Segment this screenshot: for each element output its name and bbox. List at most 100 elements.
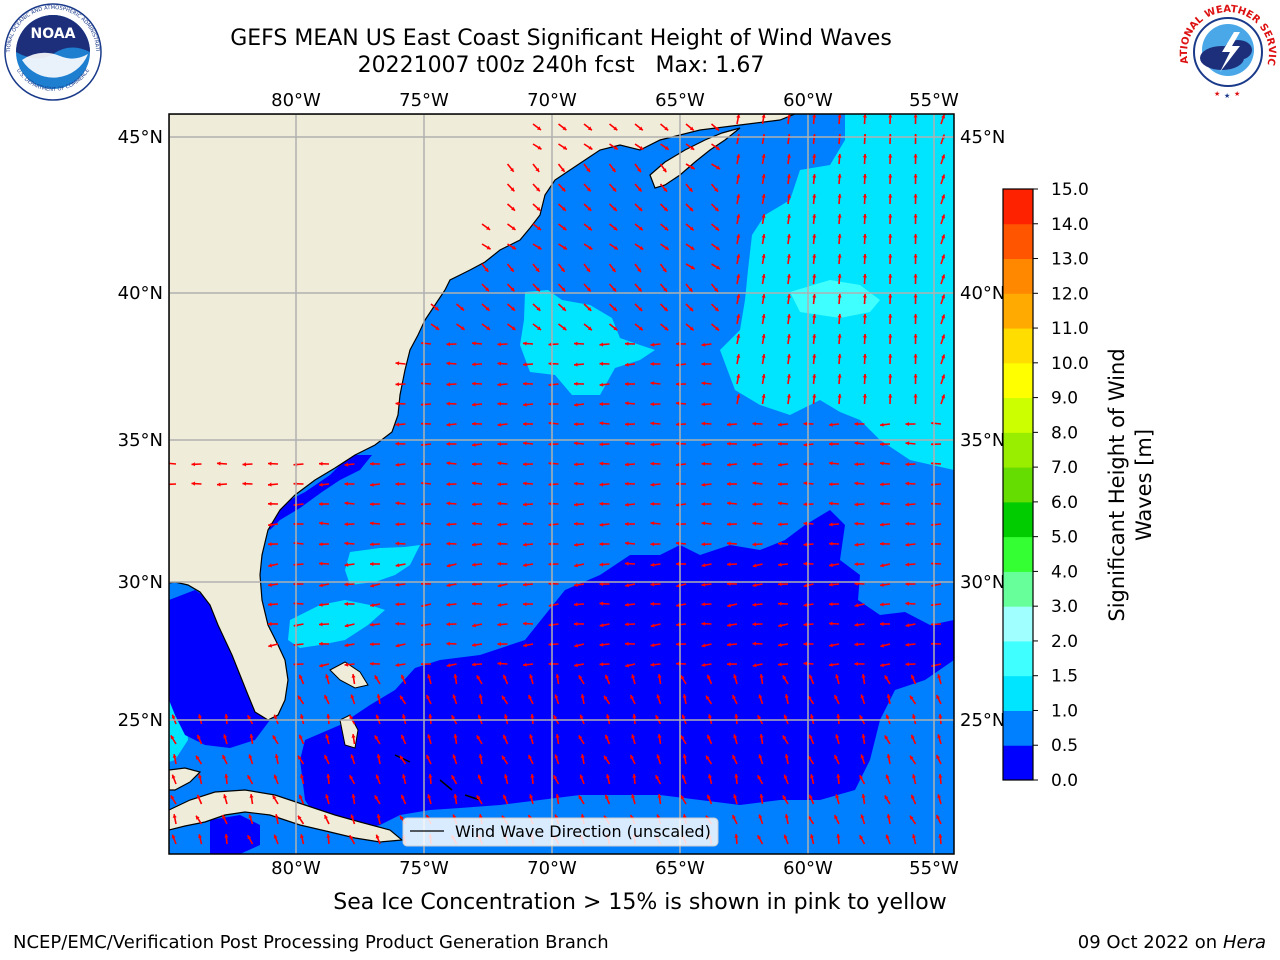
wave-direction-arrowhead: [707, 794, 711, 799]
wave-direction-arrowhead: [427, 674, 432, 679]
wave-direction-arrowhead: [859, 715, 864, 720]
wave-direction-arrowhead: [401, 794, 405, 799]
colorbar-swatch: [1003, 675, 1033, 711]
wave-direction-arrowhead: [587, 326, 592, 331]
wave-direction-arrowhead: [913, 294, 918, 298]
wave-direction-arrowhead: [536, 187, 540, 192]
land-north-america: [169, 114, 796, 721]
wave-direction-arrowhead: [854, 622, 859, 627]
wave-direction-arrowhead: [503, 794, 507, 799]
wave-direction-arrowhead: [497, 442, 501, 447]
wave-direction-arrowhead: [701, 662, 706, 667]
wave-direction-arrowhead: [588, 245, 593, 250]
wave-direction-arrowhead: [319, 521, 323, 526]
wave-direction-arrowhead: [613, 326, 618, 331]
wave-direction-arrowhead: [650, 402, 654, 407]
wave-direction-arrowhead: [913, 214, 918, 218]
wave-direction-arrowhead: [812, 394, 817, 398]
wave-direction-arrowhead: [574, 663, 578, 668]
land-yucatan: [169, 767, 202, 791]
wave-direction-arrowhead: [574, 402, 578, 407]
wave-direction-arrowhead: [716, 165, 721, 170]
land-nova-scotia: [649, 127, 741, 189]
wave-direction-arrowhead: [662, 268, 667, 273]
wave-direction-arrowhead: [446, 663, 451, 668]
wave-direction-arrowhead: [782, 675, 787, 680]
footer-date: 09 Oct 2022 on Hera: [1077, 932, 1266, 953]
wave-direction-arrowhead: [689, 326, 694, 331]
wave-direction-arrowhead: [736, 334, 741, 338]
wave-direction-arrowhead: [676, 481, 680, 486]
wave-direction-arrowhead: [786, 194, 791, 198]
wave-direction-arrowhead: [537, 145, 542, 150]
wave-direction-arrowhead: [427, 794, 432, 799]
wave-direction-arrowhead: [803, 542, 808, 547]
wave-direction-arrowhead: [701, 442, 706, 447]
wave-direction-arrowhead: [706, 695, 710, 700]
wave-direction-arrowhead: [941, 194, 946, 199]
wave-direction-arrowhead: [586, 168, 590, 172]
wave-direction-arrowhead: [395, 361, 400, 366]
wave-direction-arrowhead: [803, 622, 808, 627]
wave-direction-arrowhead: [778, 422, 782, 427]
wave-direction-arrowhead: [905, 642, 910, 647]
wave-direction-arrowhead: [650, 601, 654, 606]
map-title-line2: 20221007 t00z 240h fcst Max: 1.67: [357, 53, 765, 78]
wave-direction-arrowhead: [625, 481, 629, 486]
wave-direction-arrowhead: [625, 362, 629, 367]
wave-direction-arrowhead: [446, 361, 451, 366]
wave-direction-arrowhead: [812, 374, 817, 378]
wave-direction-arrowhead: [650, 562, 655, 567]
wave-direction-arrowhead: [562, 226, 567, 231]
wave-direction-arrowhead: [434, 306, 439, 311]
wave-direction-arrowhead: [537, 226, 541, 230]
wave-direction-arrowhead: [752, 442, 757, 447]
wave-direction-arrowhead: [472, 582, 476, 587]
wave-direction-arrowhead: [460, 306, 465, 311]
wave-direction-arrowhead: [701, 502, 705, 507]
wave-direction-arrowhead: [689, 207, 694, 212]
wave-direction-arrowhead: [497, 401, 501, 406]
wave-direction-arrowhead: [477, 714, 482, 719]
lat-label-right-40n: 40°N: [960, 283, 1005, 304]
wave-direction-arrowhead: [370, 502, 374, 507]
wave-direction-arrowhead: [599, 582, 603, 587]
wave-direction-arrowhead: [837, 374, 842, 378]
wave-direction-arrowhead: [579, 774, 584, 779]
wave-direction-arrowhead: [574, 643, 579, 648]
wave-direction-arrowhead: [913, 314, 918, 318]
wave-direction-arrowhead: [554, 694, 559, 699]
wave-direction-arrowhead: [913, 274, 918, 278]
wave-direction-arrowhead: [885, 834, 890, 839]
wave-direction-arrowhead: [273, 834, 278, 839]
wave-direction-arrowhead: [247, 835, 252, 840]
wave-direction-arrowhead: [676, 502, 680, 507]
wave-direction-arrowhead: [472, 662, 476, 667]
wave-direction-arrowhead: [599, 361, 603, 366]
wave-direction-arrowhead: [880, 582, 884, 587]
wave-direction-arrowhead: [888, 294, 893, 298]
wave-direction-arrowhead: [885, 714, 890, 719]
wave-direction-arrowhead: [351, 734, 356, 738]
wave-direction-arrowhead: [836, 834, 841, 838]
wave-direction-arrowhead: [655, 715, 660, 720]
wave-direction-arrowhead: [803, 661, 808, 666]
wave-direction-arrowhead: [752, 563, 757, 568]
wave-direction-arrowhead: [504, 714, 508, 719]
wave-direction-arrowhead: [484, 267, 489, 272]
wave-direction-arrowhead: [247, 715, 252, 720]
wave-direction-arrowhead: [941, 114, 946, 119]
wave-direction-arrowhead: [560, 268, 565, 272]
wave-direction-arrowhead: [562, 145, 567, 150]
wave-direction-arrowhead: [682, 814, 687, 818]
wave-direction-arrowhead: [611, 268, 616, 272]
wave-direction-arrowhead: [446, 401, 450, 406]
wave-direction-arrowhead: [727, 603, 732, 608]
wave-direction-arrowhead: [319, 501, 323, 507]
wave-direction-arrowhead: [599, 402, 603, 407]
wave-direction-arrowhead: [376, 814, 381, 818]
colorbar-frame: [1002, 188, 1034, 781]
wave-direction-arrowhead: [888, 314, 893, 318]
wave-direction-arrowhead: [554, 814, 559, 819]
wave-direction-arrowhead: [880, 643, 885, 648]
